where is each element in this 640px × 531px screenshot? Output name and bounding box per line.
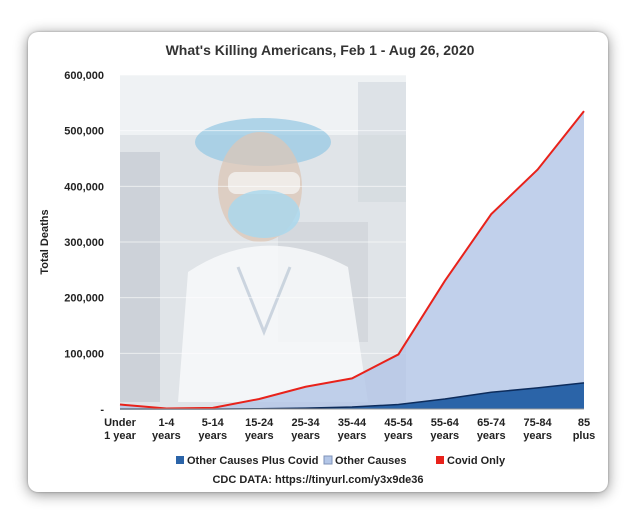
legend-swatch [176, 456, 184, 464]
legend-label: Covid Only [447, 455, 506, 467]
legend-label: Other Causes Plus Covid [187, 455, 318, 467]
legend: Other Causes Plus Covid Other Causes Covid… [176, 455, 506, 467]
chart-card: What's Killing Americans, Feb 1 - Aug 26… [28, 32, 608, 492]
chart-title: What's Killing Americans, Feb 1 - Aug 26… [166, 42, 475, 58]
y-tick-label: - [100, 404, 104, 416]
chart-svg: What's Killing Americans, Feb 1 - Aug 26… [39, 42, 595, 486]
source-text: CDC DATA: https://tinyurl.com/y3x9de36 [212, 474, 423, 486]
y-axis-ticks: - 100,000 200,000 300,000 400,000 500,000 600,… [64, 70, 104, 416]
y-tick-label: 500,000 [64, 126, 104, 138]
x-tick-label: 85 plus [573, 417, 596, 442]
y-tick-label: 600,000 [64, 70, 104, 82]
legend-label: Other Causes [335, 455, 407, 467]
legend-swatch [323, 455, 333, 465]
line-covid-only [119, 110, 585, 410]
x-tick-label: 65-74 years [477, 417, 506, 442]
x-tick-label: 15-24 years [245, 417, 274, 442]
x-tick-label: 5-14 years [198, 417, 227, 442]
y-tick-label: 300,000 [64, 237, 104, 249]
x-tick-label: 55-64 years [430, 417, 459, 442]
x-tick-label: 35-44 years [338, 417, 367, 442]
legend-swatch [436, 456, 444, 464]
x-tick-label: 75-84 years [523, 417, 552, 442]
x-tick-label: Under 1 year [104, 417, 137, 442]
y-axis-label: Total Deaths [39, 209, 51, 274]
y-tick-label: 200,000 [64, 293, 104, 305]
y-tick-label: 100,000 [64, 348, 104, 360]
area-other-causes-plus-covid [120, 382, 584, 409]
series-areas [119, 110, 585, 410]
x-tick-label: 45-54 years [384, 417, 413, 442]
area-other-causes [120, 111, 584, 409]
x-axis-ticks: Under 1 year 1-4 years 5-14 years 15-24 years 25… [104, 417, 595, 442]
x-tick-label: 1-4 years [152, 417, 181, 442]
x-tick-label: 25-34 years [291, 417, 320, 442]
y-tick-label: 400,000 [64, 181, 104, 193]
